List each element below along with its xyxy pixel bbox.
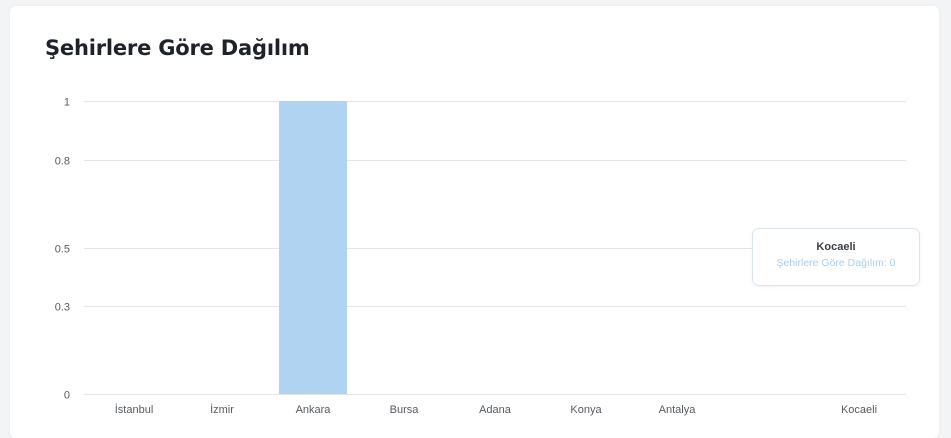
chart-tooltip: Kocaeli Şehirlere Göre Dağılım: 0	[752, 228, 920, 286]
x-tick-label: Adana	[479, 404, 512, 416]
chart-card	[10, 6, 939, 438]
chart-title: Şehirlere Göre Dağılım	[45, 36, 310, 60]
x-axis-ticks: İstanbul İzmir Ankara Bursa Adana Konya Antaly…	[115, 403, 877, 416]
y-tick-label: 0.8	[55, 156, 70, 168]
y-tick-label: 0.5	[55, 244, 70, 256]
y-axis-ticks: 1 0.8 0.5 0.3 0	[55, 97, 70, 402]
y-tick-label: 1	[64, 97, 70, 109]
x-tick-label: Bursa	[390, 404, 420, 416]
x-tick-label: Ankara	[296, 404, 332, 416]
bar[interactable]	[279, 101, 347, 394]
tooltip-body: Şehirlere Göre Dağılım: 0	[776, 257, 896, 269]
x-tick-label: Antalya	[659, 404, 697, 416]
x-tick-label: Kocaeli	[841, 404, 877, 416]
x-tick-label: İstanbul	[115, 403, 154, 416]
y-tick-label: 0.3	[55, 302, 70, 314]
bar-series	[279, 101, 347, 394]
tooltip-title: Kocaeli	[816, 241, 856, 253]
y-tick-label: 0	[64, 390, 70, 402]
x-tick-label: Konya	[570, 404, 602, 416]
x-tick-label: İzmir	[210, 403, 234, 416]
